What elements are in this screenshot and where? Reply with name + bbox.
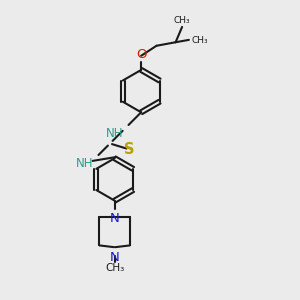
Text: NH: NH [76, 157, 94, 170]
Text: CH₃: CH₃ [105, 263, 124, 273]
Text: N: N [110, 212, 119, 225]
Text: N: N [110, 251, 119, 264]
Text: O: O [136, 48, 146, 61]
Text: S: S [124, 142, 135, 157]
Text: CH₃: CH₃ [192, 36, 208, 45]
Text: CH₃: CH₃ [174, 16, 190, 25]
Text: NH: NH [106, 127, 124, 140]
